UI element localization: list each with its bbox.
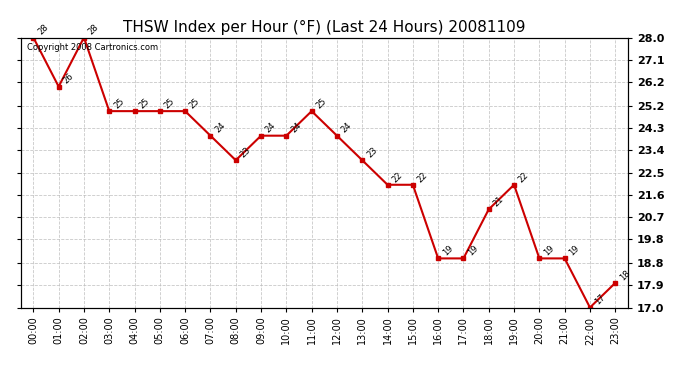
Text: 18: 18	[618, 268, 632, 282]
Text: Copyright 2008 Cartronics.com: Copyright 2008 Cartronics.com	[27, 43, 158, 52]
Text: 19: 19	[466, 244, 480, 258]
Text: 24: 24	[264, 121, 277, 135]
Text: 25: 25	[112, 97, 126, 110]
Text: 19: 19	[542, 244, 556, 258]
Text: 23: 23	[239, 146, 253, 159]
Text: 25: 25	[137, 97, 151, 110]
Text: 19: 19	[441, 244, 455, 258]
Text: 25: 25	[315, 97, 328, 110]
Text: 21: 21	[491, 195, 505, 208]
Text: 23: 23	[365, 146, 379, 159]
Text: 24: 24	[339, 121, 353, 135]
Text: 26: 26	[61, 72, 75, 86]
Text: 17: 17	[593, 293, 607, 307]
Text: 25: 25	[188, 97, 201, 110]
Text: 19: 19	[567, 244, 581, 258]
Text: 22: 22	[391, 170, 404, 184]
Text: 28: 28	[36, 23, 50, 37]
Text: 25: 25	[163, 97, 177, 110]
Text: 24: 24	[213, 121, 227, 135]
Text: 22: 22	[415, 170, 429, 184]
Title: THSW Index per Hour (°F) (Last 24 Hours) 20081109: THSW Index per Hour (°F) (Last 24 Hours)…	[123, 20, 526, 35]
Text: 24: 24	[289, 121, 303, 135]
Text: 22: 22	[517, 170, 531, 184]
Text: 28: 28	[87, 23, 101, 37]
